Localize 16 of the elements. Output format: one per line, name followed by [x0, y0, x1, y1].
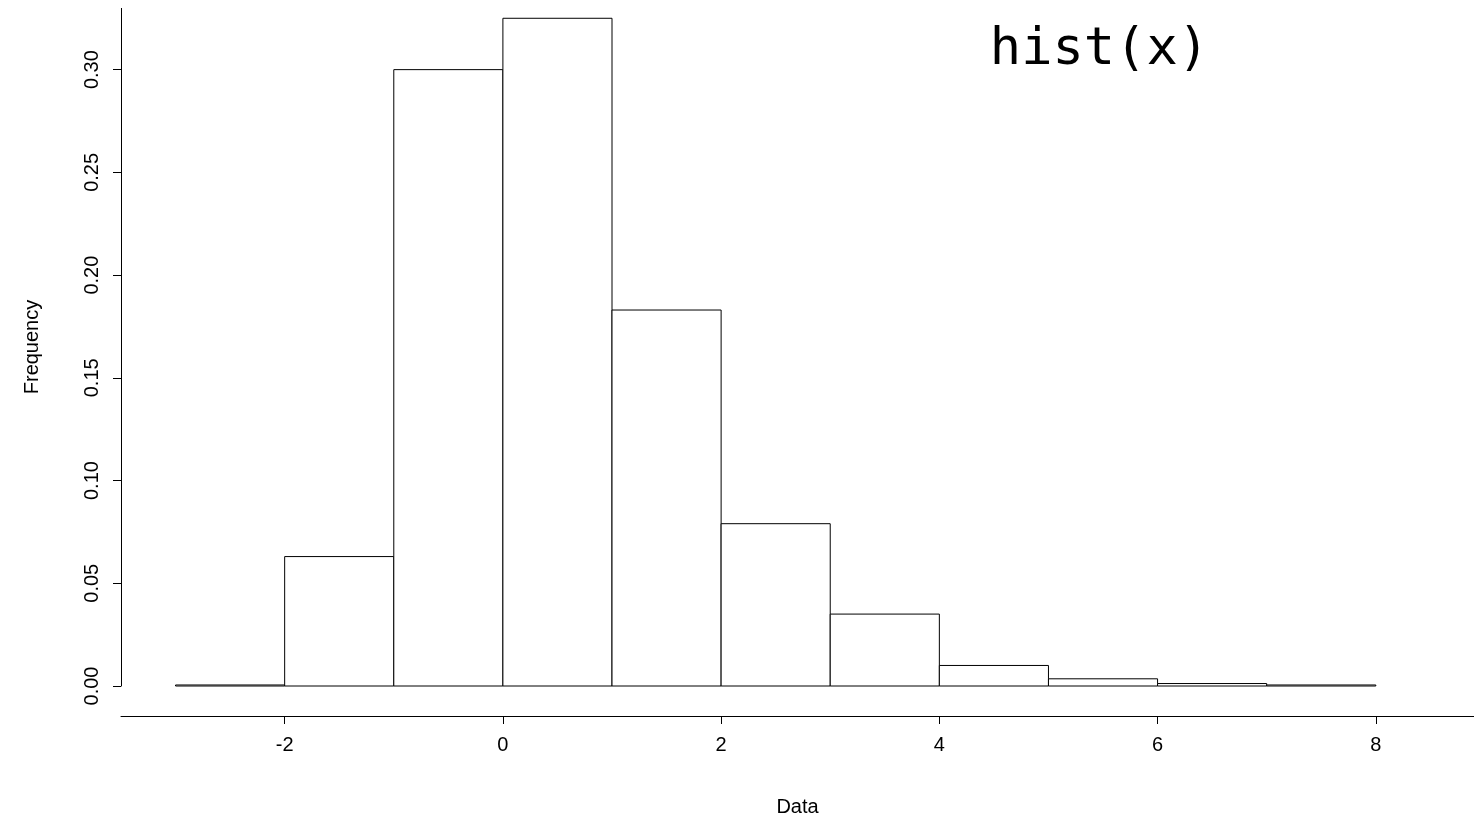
- y-tick-label: 0.00: [80, 666, 102, 706]
- y-tick-label: 0.15: [80, 358, 102, 398]
- x-tick-label: 2: [715, 733, 727, 755]
- y-tick-label: 0.05: [80, 563, 102, 603]
- y-axis-title: Frequency: [20, 299, 42, 395]
- x-tick-label: 8: [1370, 733, 1382, 755]
- y-tick-label: 0.30: [80, 50, 102, 90]
- x-tick-label: -2: [275, 733, 294, 755]
- y-tick-label: 0.20: [80, 255, 102, 295]
- y-tick-label: 0.25: [80, 152, 102, 192]
- x-tick-label: 6: [1152, 733, 1164, 755]
- x-axis-title: Data: [776, 795, 820, 817]
- x-tick-label: 0: [497, 733, 509, 755]
- y-tick-label: 0.10: [80, 461, 102, 501]
- annotation: hist(x): [989, 16, 1210, 76]
- x-tick-label: 4: [933, 733, 945, 755]
